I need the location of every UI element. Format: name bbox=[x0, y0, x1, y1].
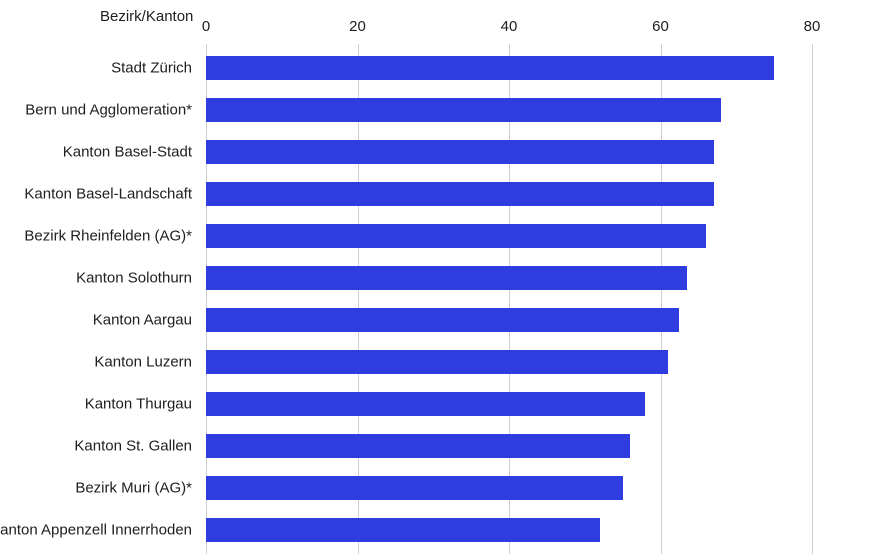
bar bbox=[206, 98, 721, 122]
bar bbox=[206, 308, 679, 332]
x-tick-label: 20 bbox=[349, 18, 366, 35]
gridline bbox=[812, 44, 813, 554]
x-tick-label: 80 bbox=[804, 18, 821, 35]
bar bbox=[206, 518, 600, 542]
category-label: Bern und Agglomeration* bbox=[25, 102, 192, 119]
category-label: Stadt Zürich bbox=[111, 60, 192, 77]
category-label: Kanton Luzern bbox=[94, 354, 192, 371]
category-label: Kanton Basel-Stadt bbox=[63, 144, 192, 161]
category-label: Kanton St. Gallen bbox=[74, 438, 192, 455]
category-label: Kanton Basel-Landschaft bbox=[24, 186, 192, 203]
bar bbox=[206, 182, 714, 206]
x-tick-label: 40 bbox=[501, 18, 518, 35]
axis-title: Bezirk/Kanton bbox=[100, 8, 193, 25]
bar bbox=[206, 392, 645, 416]
category-label: Kanton Aargau bbox=[93, 312, 192, 329]
category-label: Bezirk Rheinfelden (AG)* bbox=[24, 228, 192, 245]
bar bbox=[206, 434, 630, 458]
bar bbox=[206, 350, 668, 374]
plot-area: 020406080Stadt ZürichBern und Agglomerat… bbox=[206, 44, 812, 554]
bar bbox=[206, 140, 714, 164]
bar bbox=[206, 56, 774, 80]
bar-chart: Bezirk/Kanton 020406080Stadt ZürichBern … bbox=[0, 0, 873, 559]
category-label: Kanton Thurgau bbox=[85, 396, 192, 413]
bar bbox=[206, 224, 706, 248]
category-label: Bezirk Muri (AG)* bbox=[75, 480, 192, 497]
x-tick-label: 0 bbox=[202, 18, 210, 35]
category-label: Kanton Appenzell Innerrhoden bbox=[0, 522, 192, 539]
bar bbox=[206, 266, 687, 290]
x-tick-label: 60 bbox=[652, 18, 669, 35]
bar bbox=[206, 476, 623, 500]
category-label: Kanton Solothurn bbox=[76, 270, 192, 287]
